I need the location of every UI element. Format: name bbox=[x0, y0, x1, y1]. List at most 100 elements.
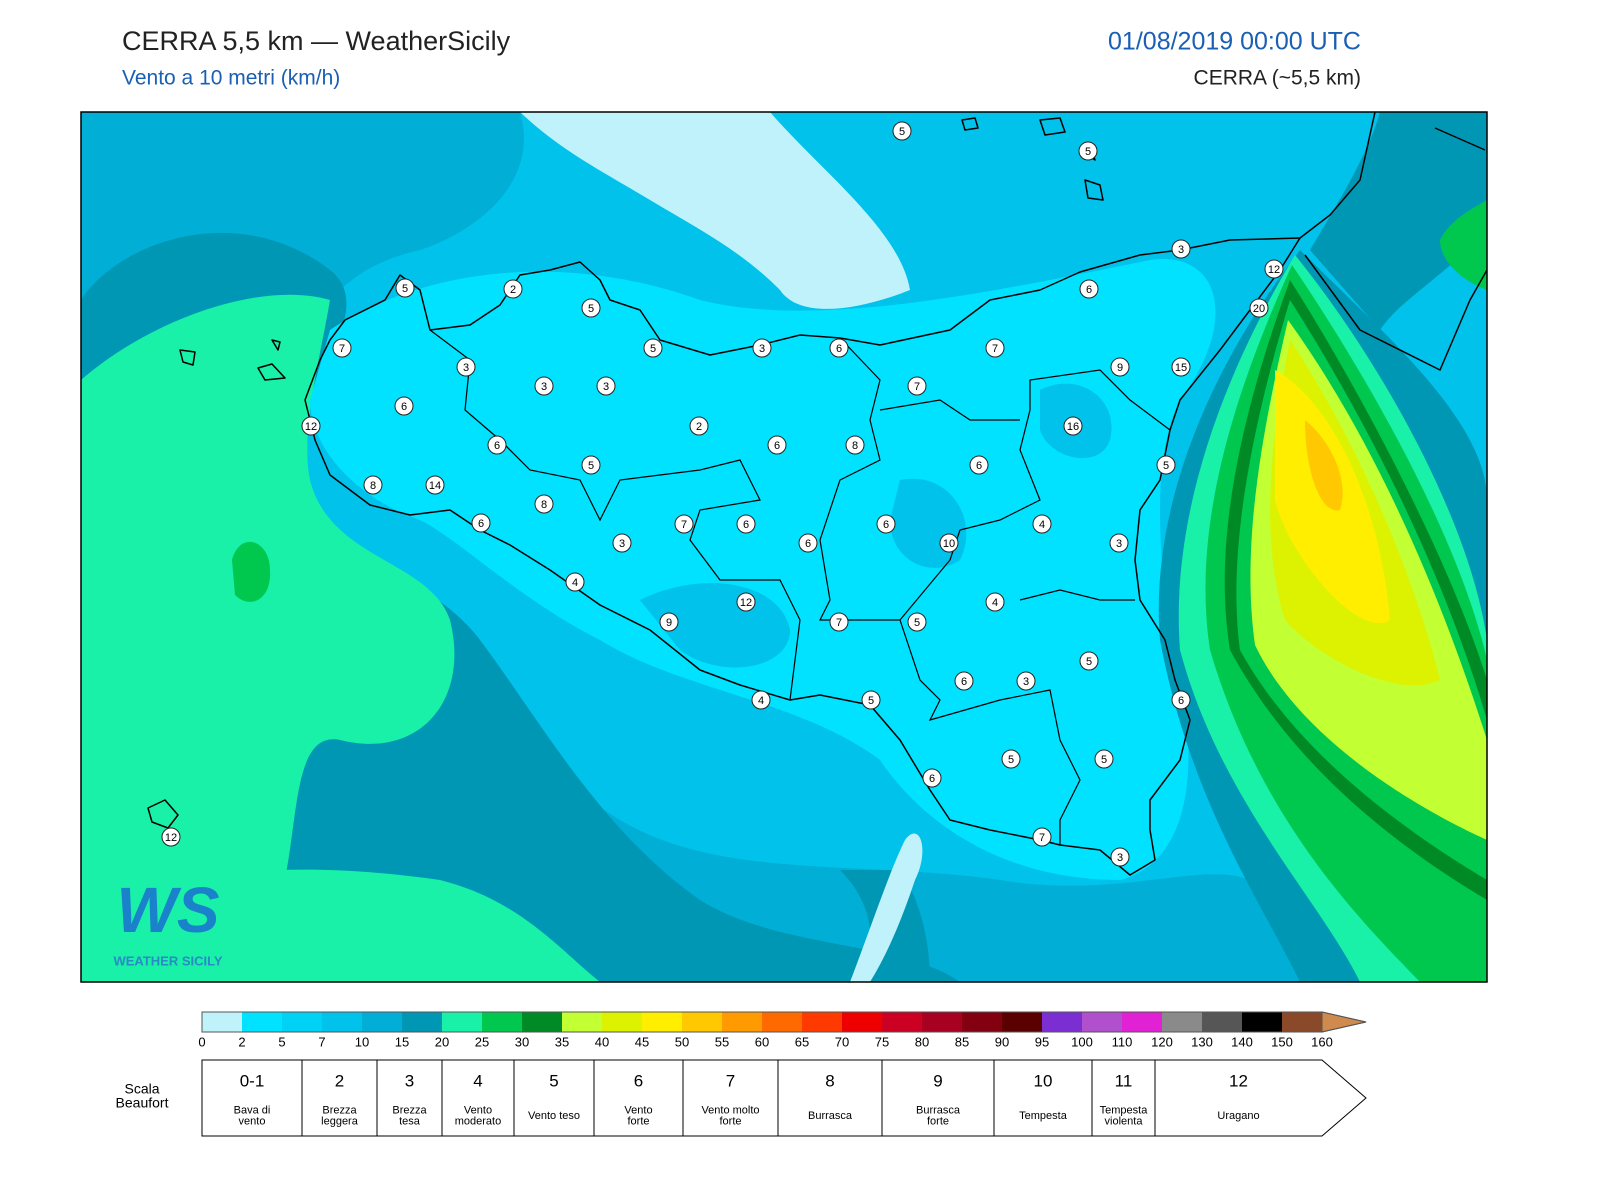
station-value: 7 bbox=[681, 519, 687, 531]
colorbar-band bbox=[722, 1012, 762, 1032]
subtitle: Vento a 10 metri (km/h) bbox=[122, 67, 340, 90]
station-value: 4 bbox=[758, 695, 764, 707]
station-value: 5 bbox=[402, 283, 408, 295]
station-marker bbox=[985, 592, 1005, 612]
colorbar-tick-label: 75 bbox=[875, 1034, 889, 1049]
colorbar-tick-label: 160 bbox=[1311, 1034, 1333, 1049]
map-frame bbox=[80, 111, 1488, 983]
colorbar-tick-label: 25 bbox=[475, 1034, 489, 1049]
station-marker bbox=[1156, 455, 1176, 475]
station-value: 5 bbox=[914, 617, 920, 629]
station-marker bbox=[892, 121, 912, 141]
station-marker bbox=[581, 455, 601, 475]
station: 6 bbox=[1079, 279, 1099, 299]
station: 10 bbox=[939, 533, 959, 553]
colorbar-tick-label: 110 bbox=[1112, 1034, 1133, 1049]
station-marker bbox=[395, 278, 415, 298]
station-value: 5 bbox=[1085, 146, 1091, 158]
station-marker bbox=[425, 475, 445, 495]
station: 9 bbox=[1110, 357, 1130, 377]
station-value: 12 bbox=[165, 832, 177, 844]
beaufort-desc: Vento bbox=[624, 1104, 652, 1116]
beaufort-desc: forte bbox=[627, 1115, 649, 1127]
station-value: 10 bbox=[943, 538, 955, 550]
beaufort-desc: Burrasca bbox=[808, 1110, 853, 1122]
station-value: 5 bbox=[1101, 754, 1107, 766]
station: 16 bbox=[1063, 416, 1083, 436]
station-marker bbox=[829, 612, 849, 632]
station-value: 4 bbox=[992, 597, 998, 609]
station: 8 bbox=[534, 494, 554, 514]
station-value: 6 bbox=[1178, 695, 1184, 707]
colorbar-tick-label: 10 bbox=[355, 1034, 369, 1049]
beaufort-desc: moderato bbox=[455, 1115, 501, 1127]
station: 4 bbox=[1032, 514, 1052, 534]
station-layer: 5 5 3 12 20 5 2 5 6 7 5 3 6 7 3 9 15 3 3 7 6 12 2 16 6 6 8 5 6 5 8 14 8 6… bbox=[161, 121, 1284, 867]
map-field: 5 5 3 12 20 5 2 5 6 7 5 3 6 7 3 9 15 3 3 7 6 12 2 16 6 6 8 5 6 5 8 14 8 6… bbox=[81, 112, 1487, 982]
beaufort-desc: forte bbox=[719, 1115, 741, 1127]
logo-mark: WS bbox=[116, 874, 219, 946]
colorbar-band bbox=[882, 1012, 922, 1032]
station-value: 3 bbox=[541, 381, 547, 393]
colorbar-band bbox=[322, 1012, 362, 1032]
station-marker bbox=[1079, 279, 1099, 299]
station: 2 bbox=[689, 416, 709, 436]
beaufort-force: 0-1 bbox=[240, 1071, 265, 1090]
colorbar-tick-label: 55 bbox=[715, 1034, 729, 1049]
station-value: 3 bbox=[463, 362, 469, 374]
colorbar-tick-label: 40 bbox=[595, 1034, 609, 1049]
station-value: 9 bbox=[666, 617, 672, 629]
colorbar-band bbox=[482, 1012, 522, 1032]
colorbar-band bbox=[282, 1012, 322, 1032]
station: 12 bbox=[301, 416, 321, 436]
station-value: 6 bbox=[743, 519, 749, 531]
station: 6 bbox=[969, 455, 989, 475]
station-value: 6 bbox=[883, 519, 889, 531]
colorbar-tick-label: 2 bbox=[238, 1034, 245, 1049]
colorbar-band bbox=[442, 1012, 482, 1032]
colorbar-band bbox=[682, 1012, 722, 1032]
beaufort-desc: Bava di bbox=[234, 1104, 271, 1116]
station-marker bbox=[612, 533, 632, 553]
station-marker bbox=[659, 612, 679, 632]
station: 5 bbox=[1079, 651, 1099, 671]
station: 15 bbox=[1171, 357, 1191, 377]
station-marker bbox=[1171, 690, 1191, 710]
station-marker bbox=[922, 768, 942, 788]
beaufort-desc: Burrasca bbox=[916, 1104, 961, 1116]
station-value: 2 bbox=[510, 284, 516, 296]
colorbar-tick-label: 85 bbox=[955, 1034, 969, 1049]
colorbar-band bbox=[1242, 1012, 1282, 1032]
beaufort-force: 9 bbox=[933, 1071, 942, 1090]
station-value: 4 bbox=[1039, 519, 1045, 531]
colorbar-tick-label: 60 bbox=[755, 1034, 769, 1049]
station-value: 5 bbox=[650, 343, 656, 355]
station: 3 bbox=[596, 376, 616, 396]
beaufort-force: 6 bbox=[634, 1071, 643, 1090]
station-marker bbox=[456, 357, 476, 377]
station-value: 6 bbox=[961, 676, 967, 688]
station: 5 bbox=[861, 690, 881, 710]
colorbar-outline bbox=[201, 1011, 1367, 1033]
station: 12 bbox=[736, 592, 756, 612]
station-value: 3 bbox=[1023, 676, 1029, 688]
colorbar-tick-label: 5 bbox=[278, 1034, 285, 1049]
colorbar-band bbox=[1002, 1012, 1042, 1032]
station-value: 3 bbox=[1116, 538, 1122, 550]
station-marker bbox=[907, 612, 927, 632]
station-value: 7 bbox=[339, 343, 345, 355]
beaufort-force: 4 bbox=[473, 1071, 482, 1090]
beaufort-desc: leggera bbox=[321, 1115, 359, 1127]
station-marker bbox=[363, 475, 383, 495]
station-value: 15 bbox=[1175, 362, 1187, 374]
station-value: 5 bbox=[1163, 460, 1169, 472]
station-marker bbox=[954, 671, 974, 691]
station-marker bbox=[829, 338, 849, 358]
station-marker bbox=[301, 416, 321, 436]
station-marker bbox=[1063, 416, 1083, 436]
colorbar-band bbox=[922, 1012, 962, 1032]
colorbar-tick-label: 0 bbox=[198, 1034, 205, 1049]
station-value: 7 bbox=[836, 617, 842, 629]
